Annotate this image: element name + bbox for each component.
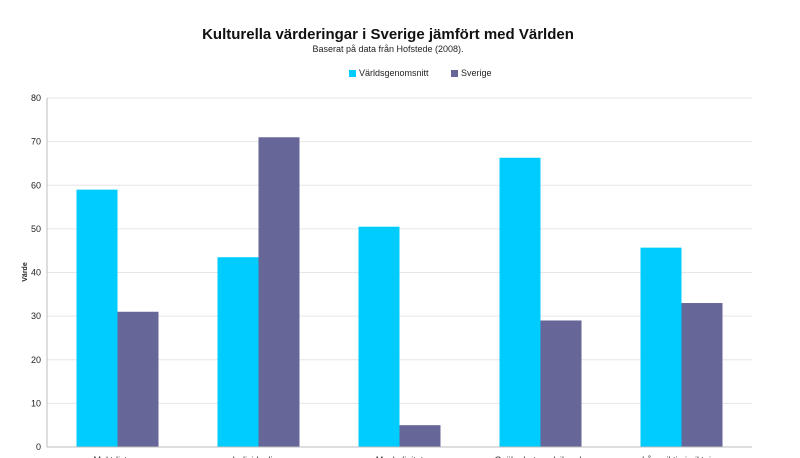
y-tick-label: 60 [31,180,41,190]
category-label: Maskulinitet [376,455,424,458]
y-tick-label: 10 [31,398,41,408]
category-label: Maktdistans [93,455,142,458]
legend-swatch [451,70,458,77]
bar-world-0 [76,189,118,448]
y-tick-label: 40 [31,268,41,278]
bar-sweden-0 [117,311,159,447]
bar-world-4 [640,247,682,447]
y-axis-label: Värde [22,262,29,282]
y-axis-ticks: 0 10 20 30 40 50 60 70 80 [31,93,41,452]
y-tick-label: 30 [31,311,41,321]
bars [76,137,723,448]
legend: Världsgenomsnitt Sverige [349,68,492,78]
category-label: Långsiktig inriktning [642,455,721,458]
bar-sweden-3 [540,320,582,447]
category-label: Osäkerhetsundvikande [494,455,586,458]
bar-sweden-4 [681,303,723,447]
legend-label: Världsgenomsnitt [359,68,429,78]
category-labels: Maktdistans Individualism Maskulinitet Osäk… [93,455,721,458]
bar-world-1 [217,257,259,447]
bar-world-3 [499,157,541,448]
bar-world-2 [358,226,400,447]
y-tick-label: 80 [31,93,41,103]
y-tick-label: 20 [31,355,41,365]
legend-swatch [349,70,356,77]
category-label: Individualism [232,455,284,458]
chart-subtitle: Baserat på data från Hofstede (2008). [312,44,463,54]
legend-label: Sverige [461,68,492,78]
y-tick-label: 50 [31,224,41,234]
y-tick-label: 0 [36,442,41,452]
bar-sweden-1 [258,137,300,447]
chart-title: Kulturella värderingar i Sverige jämfört… [202,26,574,43]
bar-sweden-2 [399,425,441,447]
y-tick-label: 70 [31,137,41,147]
